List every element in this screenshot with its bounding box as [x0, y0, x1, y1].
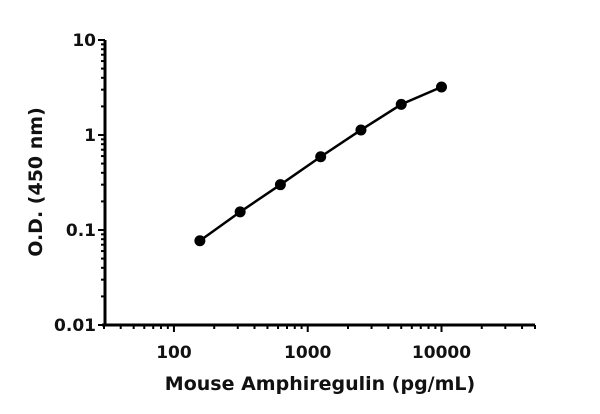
data-point	[355, 124, 367, 136]
y-axis-title: O.D. (450 nm)	[25, 107, 47, 257]
y-tick-label: 0.1	[66, 221, 96, 241]
x-tick-label: 10000	[412, 343, 471, 363]
x-tick-label: 100	[156, 343, 192, 363]
data-point	[395, 98, 407, 110]
axes: 0.01 0.1 1 10 100 1000 10000	[54, 31, 536, 363]
data-point	[435, 81, 447, 93]
plot-area	[194, 81, 447, 247]
y-tick-label: 10	[72, 31, 96, 51]
data-point	[315, 151, 327, 163]
y-tick-label: 0.01	[54, 316, 96, 336]
data-point	[194, 235, 206, 247]
y-tick-label: 1	[84, 126, 96, 146]
x-axis-title: Mouse Amphiregulin (pg/mL)	[165, 373, 475, 395]
data-point	[234, 206, 246, 218]
x-tick-label: 1000	[284, 343, 331, 363]
curve-line	[199, 85, 442, 242]
data-point	[274, 179, 286, 191]
